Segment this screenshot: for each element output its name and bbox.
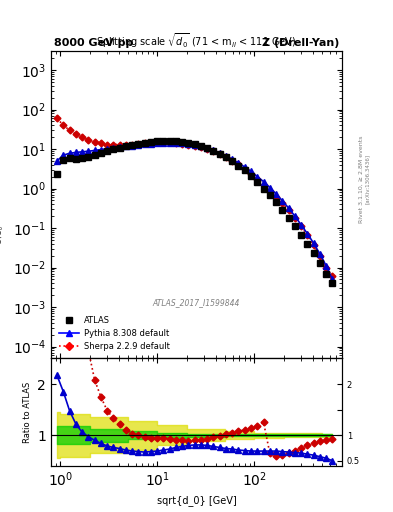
- Legend: ATLAS, Pythia 8.308 default, Sherpa 2.2.9 default: ATLAS, Pythia 8.308 default, Sherpa 2.2.…: [55, 312, 173, 354]
- Text: Rivet 3.1.10, ≥ 2.8M events: Rivet 3.1.10, ≥ 2.8M events: [359, 136, 364, 223]
- Text: ATLAS_2017_I1599844: ATLAS_2017_I1599844: [153, 298, 240, 308]
- Text: [arXiv:1306.3436]: [arXiv:1306.3436]: [365, 154, 370, 204]
- Text: 8000 GeV pp: 8000 GeV pp: [54, 38, 133, 48]
- Text: Z (Drell-Yan): Z (Drell-Yan): [262, 38, 339, 48]
- Y-axis label: Ratio to ATLAS: Ratio to ATLAS: [23, 381, 32, 443]
- Y-axis label: $\frac{d\sigma}{d\sqrt{d_0}}$ [pb,GeV$^{-1}$]: $\frac{d\sigma}{d\sqrt{d_0}}$ [pb,GeV$^{…: [0, 166, 7, 244]
- Title: Splitting scale $\sqrt{d_0}$ (71 < m$_{ll}$ < 111 GeV): Splitting scale $\sqrt{d_0}$ (71 < m$_{l…: [96, 31, 297, 50]
- X-axis label: sqrt{d_0} [GeV]: sqrt{d_0} [GeV]: [157, 495, 236, 506]
